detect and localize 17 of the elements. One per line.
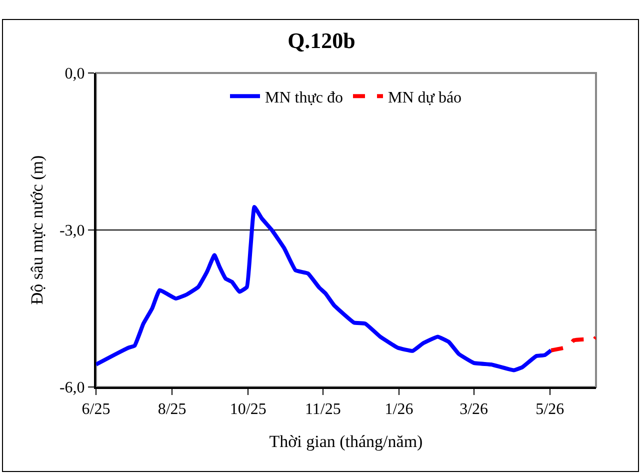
chart-title: Q.120b	[288, 28, 356, 53]
x-tick-label: 1/26	[384, 401, 414, 418]
x-tick-label: 8/25	[158, 401, 186, 418]
x-tick-label: 5/26	[536, 401, 564, 418]
legend-label: MN thực đo	[265, 89, 343, 106]
y-tick-label: 0,0	[64, 66, 85, 83]
x-tick-label: 10/25	[230, 401, 266, 418]
y-tick-label: -6,0	[59, 380, 85, 397]
x-axis-title: Thời gian (tháng/năm)	[269, 432, 423, 452]
x-tick-label: 11/25	[305, 401, 341, 418]
line-series	[549, 335, 596, 352]
legend-label: MN dự báo	[388, 89, 462, 106]
y-axis-title: Độ sâu mực nước (m)	[28, 155, 47, 305]
y-tick-label: -3,0	[59, 222, 85, 240]
line-series	[96, 204, 554, 372]
x-tick-label: 3/26	[460, 401, 488, 418]
x-tick-label: 6/25	[82, 401, 110, 418]
